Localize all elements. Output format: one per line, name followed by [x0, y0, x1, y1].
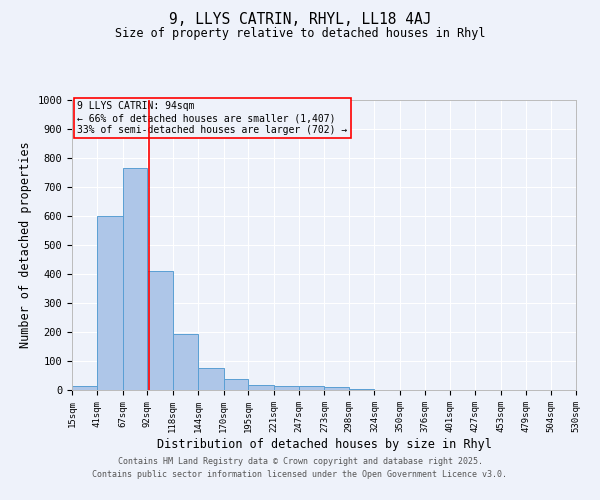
Bar	[325, 386, 349, 390]
Bar	[198, 368, 224, 390]
Bar	[173, 334, 198, 390]
Bar	[72, 386, 97, 390]
Text: Contains HM Land Registry data © Crown copyright and database right 2025.
Contai: Contains HM Land Registry data © Crown c…	[92, 458, 508, 479]
Bar	[248, 385, 274, 390]
Bar	[123, 168, 148, 390]
Bar	[148, 271, 173, 390]
Bar	[299, 386, 325, 390]
Bar	[349, 388, 374, 390]
Text: 9 LLYS CATRIN: 94sqm
← 66% of detached houses are smaller (1,407)
33% of semi-de: 9 LLYS CATRIN: 94sqm ← 66% of detached h…	[77, 102, 347, 134]
X-axis label: Distribution of detached houses by size in Rhyl: Distribution of detached houses by size …	[157, 438, 491, 450]
Bar	[274, 386, 299, 390]
Bar	[224, 379, 248, 390]
Bar	[97, 216, 123, 390]
Text: 9, LLYS CATRIN, RHYL, LL18 4AJ: 9, LLYS CATRIN, RHYL, LL18 4AJ	[169, 12, 431, 28]
Text: Size of property relative to detached houses in Rhyl: Size of property relative to detached ho…	[115, 28, 485, 40]
Y-axis label: Number of detached properties: Number of detached properties	[19, 142, 32, 348]
